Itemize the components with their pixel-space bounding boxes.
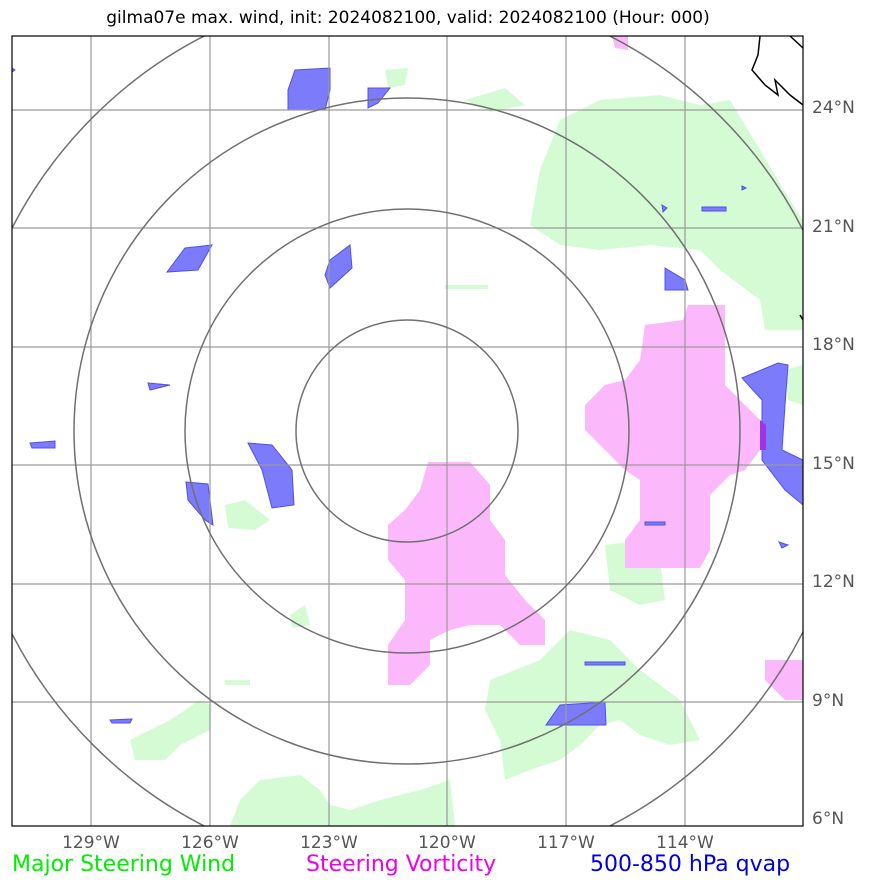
wind-region-sliver-1 <box>445 285 488 289</box>
lat-label-24n: 24°N <box>812 98 855 118</box>
lon-label-126w: 126°W <box>181 833 239 853</box>
wind-region-southwest <box>130 700 212 760</box>
ring-2 <box>184 208 630 654</box>
wind-region-northeast <box>530 95 803 330</box>
distance-rings <box>12 36 803 826</box>
graticule <box>12 36 803 826</box>
lat-label-15n: 15°N <box>812 454 855 474</box>
lon-label-120w: 120°W <box>418 833 476 853</box>
map-title: gilma07e max. wind, init: 2024082100, va… <box>106 8 710 28</box>
map-frame <box>11 35 804 827</box>
qvap-region-16 <box>778 541 790 549</box>
steering-wind-regions <box>130 68 803 826</box>
wind-region-sliver-2 <box>225 680 250 685</box>
wind-region-south <box>230 775 455 826</box>
lat-label-6n: 6°N <box>812 809 845 829</box>
qvap-region-10 <box>664 267 689 291</box>
vorticity-qvap-overlap <box>760 420 766 450</box>
vorticity-region-east <box>585 305 760 568</box>
lon-label-123w: 123°W <box>300 833 358 853</box>
legend-steering-wind: Major Steering Wind <box>12 852 236 877</box>
lat-label-9n: 9°N <box>812 691 845 711</box>
lat-label-18n: 18°N <box>812 335 855 355</box>
qvap-region-18 <box>12 67 16 73</box>
qvap-region-17 <box>661 204 668 214</box>
qvap-region-1 <box>287 67 331 111</box>
lat-label-12n: 12°N <box>812 572 855 592</box>
lon-label-114w: 114°W <box>656 833 714 853</box>
qvap-region-2 <box>367 87 392 109</box>
lon-label-129w: 129°W <box>62 833 120 853</box>
ring-1 <box>295 319 519 543</box>
wind-region-north-1 <box>385 68 408 88</box>
legend-steering-vorticity: Steering Vorticity <box>306 852 497 877</box>
wind-region-east-2 <box>785 365 803 405</box>
wind-region-north-2 <box>465 88 525 112</box>
qvap-region-6 <box>185 481 214 526</box>
qvap-region-13 <box>584 661 626 666</box>
qvap-region-7 <box>147 382 171 391</box>
qvap-region-14 <box>701 206 727 212</box>
ring-3 <box>73 97 741 765</box>
qvap-region-5 <box>247 442 295 509</box>
lon-label-117w: 117°W <box>537 833 595 853</box>
qvap-region-19 <box>741 185 748 191</box>
qvap-region-15 <box>644 521 666 526</box>
vorticity-region-southeast <box>765 660 803 700</box>
qvap-regions <box>12 67 803 726</box>
qvap-region-9 <box>109 718 133 724</box>
qvap-region-3 <box>165 244 213 273</box>
lat-label-21n: 21°N <box>812 217 855 237</box>
qvap-region-4 <box>324 244 353 289</box>
wind-region-mid <box>290 605 310 628</box>
vorticity-region-center <box>388 462 545 685</box>
wind-region-west-1 <box>225 500 270 530</box>
legend-qvap: 500-850 hPa qvap <box>590 852 791 877</box>
qvap-region-8 <box>29 440 56 449</box>
